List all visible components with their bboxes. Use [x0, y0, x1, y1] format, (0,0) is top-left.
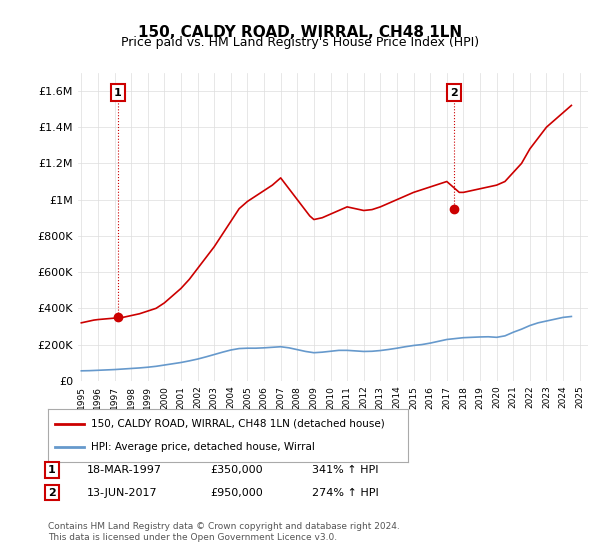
Text: 1: 1 [114, 88, 122, 98]
Text: 2: 2 [48, 488, 56, 498]
Text: 1: 1 [48, 465, 56, 475]
Text: 18-MAR-1997: 18-MAR-1997 [87, 465, 162, 475]
Text: This data is licensed under the Open Government Licence v3.0.: This data is licensed under the Open Gov… [48, 533, 337, 543]
Text: 150, CALDY ROAD, WIRRAL, CH48 1LN (detached house): 150, CALDY ROAD, WIRRAL, CH48 1LN (detac… [91, 419, 385, 429]
Text: Contains HM Land Registry data © Crown copyright and database right 2024.: Contains HM Land Registry data © Crown c… [48, 522, 400, 531]
Text: 341% ↑ HPI: 341% ↑ HPI [312, 465, 379, 475]
Text: £350,000: £350,000 [210, 465, 263, 475]
Text: 150, CALDY ROAD, WIRRAL, CH48 1LN: 150, CALDY ROAD, WIRRAL, CH48 1LN [138, 25, 462, 40]
Text: 274% ↑ HPI: 274% ↑ HPI [312, 488, 379, 498]
Text: Price paid vs. HM Land Registry's House Price Index (HPI): Price paid vs. HM Land Registry's House … [121, 36, 479, 49]
Text: HPI: Average price, detached house, Wirral: HPI: Average price, detached house, Wirr… [91, 442, 315, 452]
Text: 2: 2 [451, 88, 458, 98]
Text: 13-JUN-2017: 13-JUN-2017 [87, 488, 158, 498]
Text: £950,000: £950,000 [210, 488, 263, 498]
